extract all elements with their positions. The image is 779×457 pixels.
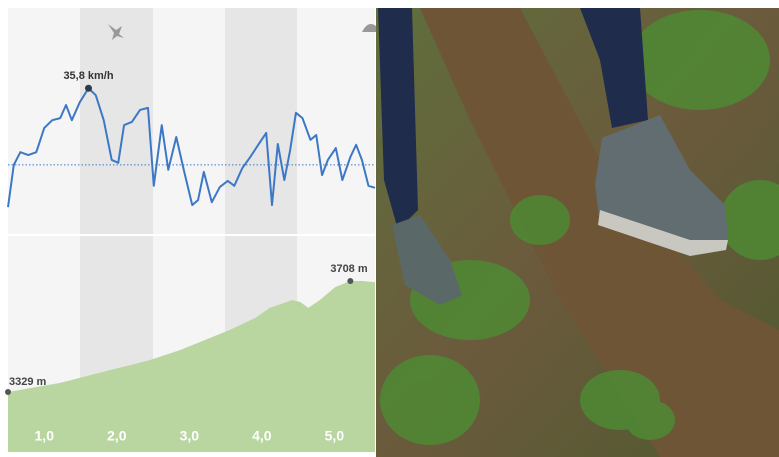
max-label: 35,8 km/h [63, 70, 113, 82]
x-tick-label: 4,0 [252, 428, 272, 444]
photo-leg [580, 8, 648, 128]
photo-boot [392, 215, 462, 305]
icons [108, 24, 376, 40]
start-label: 3329 m [9, 376, 47, 388]
start-dot [5, 388, 11, 395]
photo-sole [598, 210, 728, 256]
end-label: 3708 m [330, 263, 368, 275]
max-dot [85, 84, 93, 92]
max-dot [347, 277, 354, 284]
photo-boot [595, 115, 728, 250]
photo-path [420, 8, 779, 457]
photo-plants [380, 10, 779, 445]
x-tick-label: 1,0 [35, 428, 55, 444]
icon [362, 24, 376, 32]
photo-leg [378, 8, 418, 230]
x-tick-label: 2,0 [107, 428, 127, 444]
photo [376, 8, 779, 457]
icon [108, 24, 124, 40]
x-tick-label: 3,0 [180, 428, 200, 444]
speed-line [7, 87, 376, 208]
x-tick-label: 5,0 [325, 428, 345, 444]
elevation-area [8, 280, 375, 452]
